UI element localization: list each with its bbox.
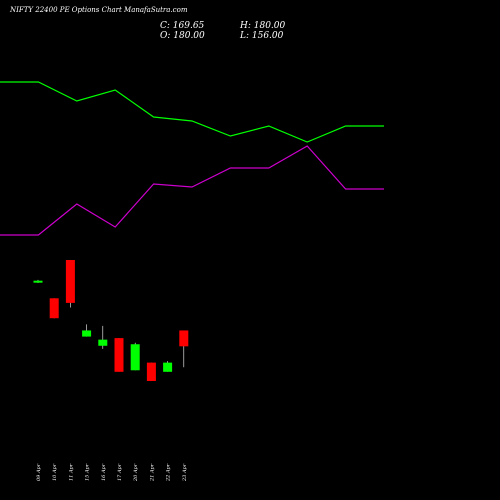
candle-body — [146, 362, 156, 381]
open-label: O: 180.00 — [160, 31, 205, 41]
x-tick-label: 11 Apr — [68, 463, 74, 481]
x-tick-label: 10 Apr — [52, 463, 58, 481]
x-tick-label: 17 Apr — [117, 463, 123, 481]
candle-body — [163, 362, 173, 372]
low-label: L: 156.00 — [240, 31, 284, 41]
candle-body — [98, 339, 108, 346]
candle-body — [65, 260, 75, 303]
candle-body — [82, 330, 92, 337]
x-tick-label: 23 Apr — [182, 463, 188, 482]
candle-body — [33, 280, 43, 283]
candle-body — [130, 344, 140, 371]
candle-body — [114, 338, 124, 372]
x-tick-label: 15 Apr — [85, 463, 91, 481]
candle-body — [179, 330, 189, 347]
candle-body — [49, 298, 59, 319]
x-tick-label: 09 Apr — [36, 463, 42, 481]
high-label: H: 180.00 — [240, 21, 286, 31]
x-tick-label: 20 Apr — [133, 463, 139, 482]
x-tick-label: 22 Apr — [166, 463, 172, 482]
x-tick-label: 16 Apr — [101, 463, 107, 481]
series-line-1 — [0, 81, 384, 143]
chart-title: NIFTY 22400 PE Options Chart ManafaSutra… — [10, 6, 188, 14]
x-tick-label: 21 Apr — [149, 463, 155, 482]
close-label: C: 169.65 — [160, 21, 205, 31]
series-line-2 — [0, 145, 384, 236]
